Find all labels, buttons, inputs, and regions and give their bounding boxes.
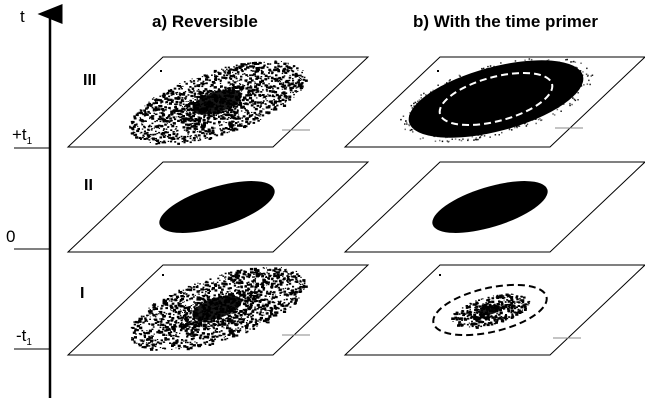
dark-cloud-b-iii bbox=[400, 58, 594, 143]
marker-dot-a-iii bbox=[160, 70, 162, 72]
column-title-time-primer: b) With the time primer bbox=[413, 12, 598, 31]
marker-dot-a-i bbox=[162, 274, 164, 276]
panels bbox=[66, 56, 645, 356]
tick-label-minus-t1: -t1 bbox=[16, 326, 32, 348]
small-cloud-b-i bbox=[451, 293, 531, 329]
disordered-cloud-a-iii bbox=[129, 60, 308, 145]
column-title-reversible: a) Reversible bbox=[152, 12, 258, 31]
solid-ellipse-a-ii bbox=[159, 181, 275, 233]
row-label-i: I bbox=[80, 285, 84, 302]
solid-ellipse-b-ii bbox=[432, 181, 548, 233]
marker-dot-b-i bbox=[439, 274, 441, 276]
axis-label: t bbox=[20, 7, 25, 26]
disordered-cloud-a-i bbox=[130, 267, 308, 351]
tick-label-plus-t1: +t1 bbox=[12, 125, 33, 147]
dashed-ellipse-b-i bbox=[432, 283, 548, 337]
row-label-ii: II bbox=[84, 177, 93, 194]
tick-label-zero: 0 bbox=[6, 227, 15, 246]
marker-dot-b-iii bbox=[437, 70, 439, 72]
row-label-iii: III bbox=[83, 72, 96, 89]
